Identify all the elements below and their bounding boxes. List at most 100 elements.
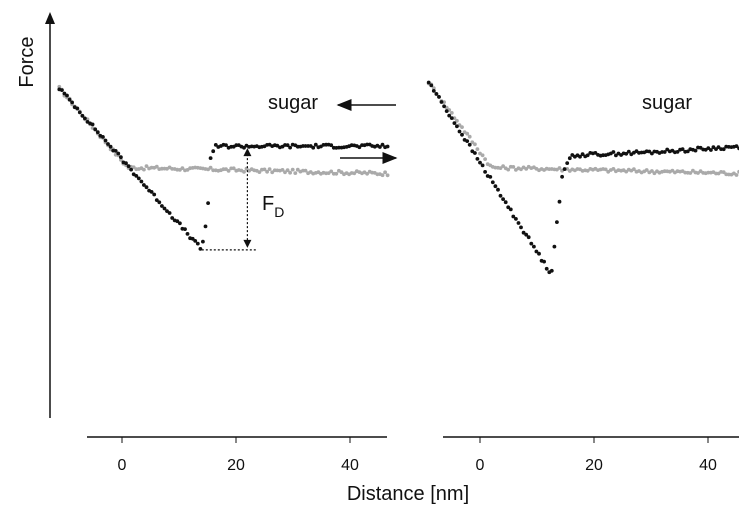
right-series-1-point-28 xyxy=(498,193,503,198)
left-series-1-point-99 xyxy=(311,145,316,150)
left-series-1-point-38 xyxy=(154,198,159,203)
right-series-1-point-53 xyxy=(562,167,567,172)
left-series-0-point-93 xyxy=(295,167,300,172)
left-series-1-point-72 xyxy=(242,145,246,150)
right-series-1-point-86 xyxy=(647,149,652,154)
left-x-tick-label-40: 40 xyxy=(341,457,359,474)
left-series-1-point-126 xyxy=(380,142,385,147)
right-plot xyxy=(426,80,739,275)
right-series-1-point-43 xyxy=(537,251,541,256)
left-series-1-point-41 xyxy=(162,206,167,211)
right-series-1-point-2 xyxy=(431,89,436,93)
left-series-1-point-17 xyxy=(101,135,105,139)
left-series-1-point-37 xyxy=(152,192,157,197)
right-series-1-point-5 xyxy=(439,100,444,104)
right-series-1-point-52 xyxy=(560,174,564,179)
y-axis-title: Force xyxy=(16,36,38,87)
right-series-1-point-26 xyxy=(493,184,498,189)
right-series-1-point-24 xyxy=(488,175,493,179)
left-series-0-point-72 xyxy=(242,170,246,174)
left-series-1-point-19 xyxy=(106,142,110,146)
right-series-0-point-38 xyxy=(524,167,529,171)
right-series-0-point-88 xyxy=(652,171,657,176)
right-series-1-point-20 xyxy=(478,160,482,165)
fd-label-subscript: D xyxy=(274,204,284,220)
left-series-1-point-125 xyxy=(378,145,382,149)
left-series-0-point-127 xyxy=(383,170,387,175)
right-series-1-point-48 xyxy=(549,268,554,273)
left-series-1-point-30 xyxy=(134,174,139,178)
right-series-0-point-31 xyxy=(506,167,511,172)
left-series-1-point-43 xyxy=(167,211,172,215)
right-x-tick-label-0: 0 xyxy=(476,457,485,474)
right-series-1-point-27 xyxy=(496,187,500,192)
left-series-1-point-89 xyxy=(285,143,290,148)
left-series-0-point-115 xyxy=(352,171,357,176)
right-series-0-point-15 xyxy=(465,131,470,136)
left-series-1-point-55 xyxy=(198,247,203,251)
left-series-1-point-39 xyxy=(157,200,162,205)
left-series-1-point-46 xyxy=(175,219,180,224)
right-series-1-point-11 xyxy=(455,124,459,129)
left-series-0-point-82 xyxy=(267,167,272,172)
right-series-1-point-18 xyxy=(473,151,477,155)
left-series-0-point-92 xyxy=(293,171,298,176)
left-series-1-point-22 xyxy=(113,149,118,153)
left-series-1-point-60 xyxy=(211,149,216,154)
right-series-1-point-6 xyxy=(442,104,446,109)
left-series-1-point-56 xyxy=(201,239,205,244)
right-series-1-point-30 xyxy=(503,200,508,205)
right-series-1-point-50 xyxy=(555,220,559,225)
right-series-1-point-92 xyxy=(662,150,667,154)
left-series-0-point-66 xyxy=(226,169,231,173)
left-series-1-point-54 xyxy=(195,241,200,246)
left-x-tick-label-20: 20 xyxy=(227,457,245,474)
left-series-0-point-59 xyxy=(208,165,213,170)
left-series-1-point-47 xyxy=(178,221,182,226)
right-sugar-label: sugar xyxy=(642,92,692,114)
left-series-0-point-29 xyxy=(131,165,136,170)
left-series-1-point-1 xyxy=(60,88,64,92)
right-series-1-point-37 xyxy=(521,230,526,235)
left-series-1-point-58 xyxy=(206,201,211,206)
right-x-tick-label-20: 20 xyxy=(585,457,603,474)
right-series-1-point-9 xyxy=(449,116,454,120)
right-x-axis: 0 20 40 xyxy=(443,436,739,474)
right-series-1-point-0 xyxy=(426,80,431,85)
right-series-0-point-28 xyxy=(498,166,503,171)
left-series-1-point-20 xyxy=(108,144,113,149)
right-series-1-point-15 xyxy=(465,139,470,144)
left-series-0-point-120 xyxy=(365,171,369,176)
right-series-1-point-62 xyxy=(585,153,590,158)
right-series-0-point-16 xyxy=(467,134,472,139)
left-series-0-point-90 xyxy=(288,170,292,175)
left-series-1-point-96 xyxy=(303,144,308,148)
left-series-1-point-27 xyxy=(126,164,131,169)
right-series-1-point-78 xyxy=(626,149,631,154)
left-series-1-point-57 xyxy=(203,224,208,229)
right-series-1-point-35 xyxy=(516,221,521,225)
right-series-1-point-34 xyxy=(514,217,518,221)
left-series-0-point-83 xyxy=(270,170,275,175)
left-series-0-point-81 xyxy=(265,169,269,174)
right-series-0-point-21 xyxy=(480,153,485,158)
right-series-1-point-55 xyxy=(567,156,572,161)
right-series-1-point-39 xyxy=(526,235,531,240)
right-series-1-point-45 xyxy=(542,259,546,264)
right-series-1-point-113 xyxy=(716,145,721,150)
right-series-1-point-29 xyxy=(501,197,505,202)
left-series-0-point-126 xyxy=(380,173,385,178)
y-axis-arrowhead xyxy=(45,12,55,24)
left-series-1-point-128 xyxy=(385,144,390,149)
fd-arrowhead-top xyxy=(243,148,252,157)
right-series-0-point-10 xyxy=(452,116,457,120)
left-series-1-point-10 xyxy=(83,116,87,121)
right-series-1-point-120 xyxy=(734,144,739,149)
left-series-0-point-128 xyxy=(385,173,390,178)
left-series-0-point-89 xyxy=(285,168,290,173)
left-series-1-point-49 xyxy=(183,227,187,232)
left-series-0-point-106 xyxy=(329,169,334,174)
fd-arrowhead-bottom xyxy=(243,239,252,248)
right-series-0-point-69 xyxy=(603,167,608,172)
